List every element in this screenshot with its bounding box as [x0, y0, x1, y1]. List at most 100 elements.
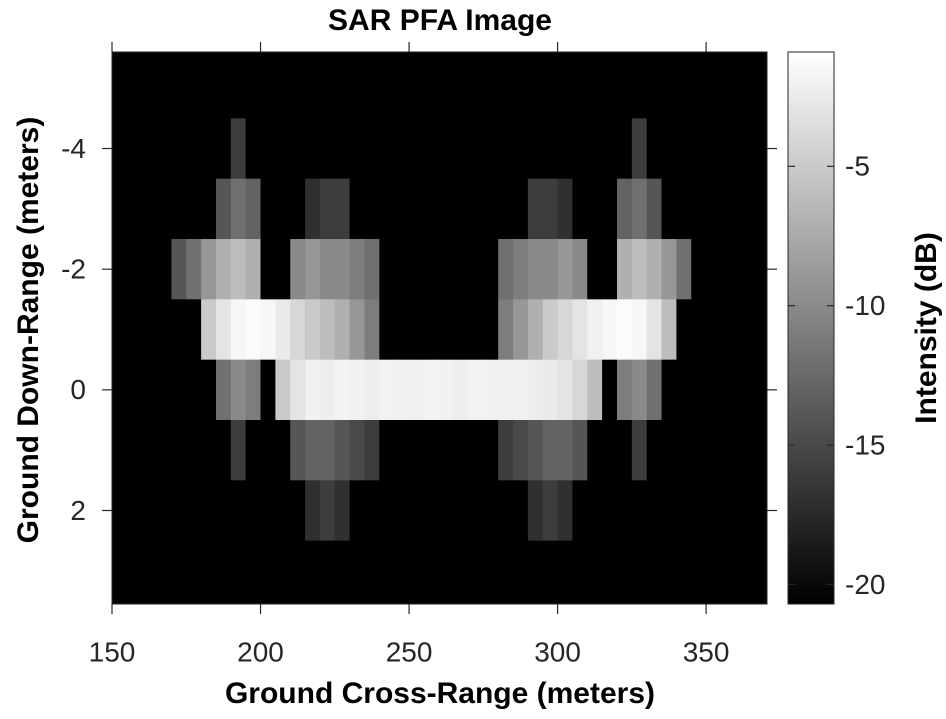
heatmap-cell	[305, 178, 321, 240]
heatmap-cell	[513, 359, 529, 421]
heatmap-cell	[230, 420, 246, 481]
heatmap-cell	[409, 299, 425, 360]
heatmap-cell	[616, 58, 633, 119]
heatmap-cell	[245, 540, 261, 602]
heatmap-cell	[750, 299, 766, 360]
heatmap-cell	[245, 118, 261, 179]
heatmap-cell	[305, 118, 321, 179]
heatmap-cell	[423, 420, 440, 481]
heatmap-cell	[735, 359, 751, 421]
heatmap-cell	[646, 480, 662, 541]
heatmap-cell	[557, 58, 573, 119]
heatmap-cell	[453, 540, 469, 602]
heatmap-cell	[260, 359, 276, 421]
heatmap-cell	[513, 420, 529, 481]
heatmap-cell	[676, 540, 692, 602]
heatmap-cell	[364, 178, 380, 240]
heatmap-cell	[215, 239, 232, 300]
heatmap-cell	[706, 540, 722, 602]
heatmap-cell	[423, 480, 440, 541]
heatmap-cell	[201, 239, 217, 300]
heatmap-cell	[735, 58, 751, 119]
heatmap-cell	[587, 420, 603, 481]
heatmap-cell	[676, 420, 692, 481]
heatmap-cell	[275, 359, 291, 421]
heatmap-cell	[245, 299, 261, 360]
heatmap-cell	[735, 540, 751, 602]
heatmap-cell	[720, 58, 737, 119]
heatmap-cell	[141, 420, 157, 481]
heatmap-cell	[201, 359, 217, 421]
heatmap-cell	[602, 359, 618, 421]
heatmap-cell	[112, 178, 128, 240]
heatmap-cell	[706, 480, 722, 541]
heatmap-cell	[631, 299, 647, 360]
heatmap-cell	[305, 540, 321, 602]
heatmap-cell	[438, 239, 454, 300]
heatmap-cell	[513, 540, 529, 602]
heatmap-cell	[513, 58, 529, 119]
heatmap-cell	[557, 239, 573, 300]
heatmap-cell	[379, 239, 395, 300]
heatmap-cell	[215, 178, 232, 240]
heatmap-cell	[260, 299, 276, 360]
y-tick-label: -4	[61, 133, 86, 164]
heatmap-cell	[438, 299, 454, 360]
heatmap-cell	[468, 540, 484, 602]
heatmap-cell	[319, 540, 336, 602]
heatmap-cell	[646, 118, 662, 179]
heatmap-cell	[438, 480, 454, 541]
heatmap-cell	[409, 359, 425, 421]
heatmap-cell	[616, 239, 633, 300]
heatmap-cell	[409, 239, 425, 300]
heatmap-cell	[735, 178, 751, 240]
heatmap-cell	[126, 420, 143, 481]
heatmap-cell	[616, 118, 633, 179]
heatmap-cell	[661, 540, 677, 602]
heatmap-cell	[319, 178, 336, 240]
heatmap-cell	[156, 299, 172, 360]
heatmap-cell	[542, 118, 558, 179]
heatmap-cell	[319, 58, 336, 119]
heatmap-cell	[290, 540, 306, 602]
heatmap-cell	[616, 178, 633, 240]
heatmap-cell	[156, 58, 172, 119]
heatmap-cell	[631, 420, 647, 481]
heatmap-cell	[527, 178, 544, 240]
heatmap-cell	[394, 118, 410, 179]
heatmap-cell	[572, 178, 588, 240]
heatmap-cell	[334, 118, 350, 179]
heatmap-cell	[572, 420, 588, 481]
heatmap-cell	[394, 420, 410, 481]
heatmap-cell	[364, 420, 380, 481]
heatmap-cell	[141, 118, 157, 179]
heatmap-cell	[557, 118, 573, 179]
heatmap-cell	[112, 118, 128, 179]
heatmap-cell	[112, 420, 128, 481]
heatmap-cell	[438, 58, 454, 119]
heatmap-cell	[423, 359, 440, 421]
heatmap-cell	[305, 480, 321, 541]
heatmap-cell	[631, 58, 647, 119]
heatmap-cell	[230, 359, 246, 421]
heatmap-cell	[542, 420, 558, 481]
heatmap-cell	[720, 178, 737, 240]
x-tick-label: 250	[386, 636, 433, 667]
heatmap-cell	[542, 540, 558, 602]
heatmap-cell	[141, 299, 157, 360]
heatmap-cell	[706, 178, 722, 240]
heatmap-cell	[602, 239, 618, 300]
heatmap-cell	[126, 239, 143, 300]
heatmap-cell	[706, 359, 722, 421]
heatmap-cell	[290, 420, 306, 481]
heatmap-cell	[334, 540, 350, 602]
heatmap-cell	[661, 359, 677, 421]
heatmap-cell	[215, 359, 232, 421]
heatmap-cell	[498, 118, 514, 179]
heatmap-cell	[498, 540, 514, 602]
heatmap-cell	[201, 58, 217, 119]
heatmap-cell	[349, 58, 365, 119]
heatmap-cell	[290, 239, 306, 300]
heatmap-cell	[631, 480, 647, 541]
heatmap-cell	[126, 118, 143, 179]
